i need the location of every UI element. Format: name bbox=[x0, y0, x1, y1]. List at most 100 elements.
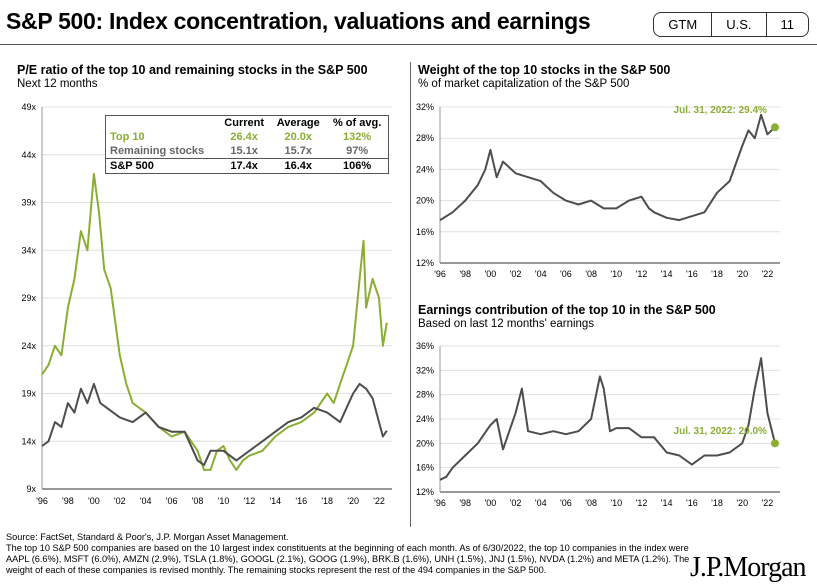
x-tick-label: '12 bbox=[636, 498, 648, 508]
x-tick-label: '00 bbox=[485, 269, 497, 279]
pe-summary-table: Current Average % of avg. Top 10 26.4x 20.0x… bbox=[105, 115, 389, 174]
x-tick-label: '06 bbox=[166, 496, 178, 506]
x-tick-label: '96 bbox=[36, 496, 48, 506]
badge-page: 11 bbox=[765, 13, 809, 36]
x-tick-label: '98 bbox=[62, 496, 74, 506]
x-tick-label: '98 bbox=[459, 498, 471, 508]
jpmorgan-logo: J.P.Morgan bbox=[690, 552, 807, 583]
col-average: Average bbox=[276, 117, 320, 129]
row-label: Remaining stocks bbox=[110, 145, 205, 157]
table-row: Remaining stocks 15.1x 15.7x 97% bbox=[106, 144, 388, 159]
y-tick-label: 29x bbox=[21, 293, 36, 303]
badge-group: GTM U.S. 11 bbox=[653, 12, 809, 37]
x-tick-label: '14 bbox=[661, 269, 673, 279]
latest-point-marker bbox=[770, 123, 779, 132]
cell-average: 15.7x bbox=[284, 145, 313, 157]
series-line-top-10 bbox=[41, 172, 388, 471]
page-title: S&P 500: Index concentration, valuations… bbox=[6, 8, 591, 34]
y-tick-label: 28% bbox=[416, 133, 434, 143]
chart1-subtitle: Next 12 months bbox=[17, 78, 98, 90]
x-tick-label: '08 bbox=[585, 269, 597, 279]
x-tick-label: '04 bbox=[535, 269, 547, 279]
series-line-earnings-contribution bbox=[439, 357, 776, 481]
x-tick-label: '14 bbox=[269, 496, 281, 506]
chart2-title: Weight of the top 10 stocks in the S&P 5… bbox=[418, 63, 671, 77]
cell-current: 15.1x bbox=[230, 145, 258, 157]
y-tick-label: 16% bbox=[416, 463, 434, 473]
table-row: Top 10 26.4x 20.0x 132% bbox=[106, 130, 388, 144]
x-tick-label: '18 bbox=[711, 498, 723, 508]
chart3-title: Earnings contribution of the top 10 in t… bbox=[418, 303, 716, 317]
footnote: Source: FactSet, Standard & Poor's, J.P.… bbox=[6, 532, 706, 576]
table-header-row: Current Average % of avg. bbox=[106, 116, 388, 130]
x-tick-label: '20 bbox=[736, 269, 748, 279]
x-tick-label: '98 bbox=[459, 269, 471, 279]
y-tick-label: 20% bbox=[416, 438, 434, 448]
y-tick-label: 49x bbox=[21, 102, 36, 112]
x-tick-label: '20 bbox=[736, 498, 748, 508]
x-tick-label: '96 bbox=[434, 498, 446, 508]
cell-current: 26.4x bbox=[230, 131, 258, 143]
x-tick-label: '08 bbox=[192, 496, 204, 506]
x-tick-label: '20 bbox=[347, 496, 359, 506]
cell-pct: 106% bbox=[343, 160, 372, 172]
x-tick-label: '12 bbox=[244, 496, 256, 506]
cell-average: 16.4x bbox=[284, 160, 313, 172]
y-tick-label: 39x bbox=[21, 198, 36, 208]
y-tick-label: 9x bbox=[26, 484, 36, 494]
x-tick-label: '16 bbox=[686, 498, 698, 508]
y-tick-label: 24% bbox=[416, 164, 434, 174]
row-label: S&P 500 bbox=[110, 160, 154, 172]
y-tick-label: 34x bbox=[21, 245, 36, 255]
latest-value-annotation: Jul. 31, 2022: 20.0% bbox=[674, 426, 768, 437]
cell-current: 17.4x bbox=[230, 160, 258, 172]
chart2-subtitle: % of market capitalization of the S&P 50… bbox=[418, 78, 630, 90]
source-note: Source: FactSet, Standard & Poor's, J.P.… bbox=[6, 532, 289, 542]
series-line-remaining-stocks bbox=[41, 382, 388, 467]
col-pct: % of avg. bbox=[332, 117, 382, 129]
x-tick-label: '10 bbox=[610, 498, 622, 508]
series-line-top-10-weight bbox=[439, 113, 776, 222]
x-tick-label: '10 bbox=[610, 269, 622, 279]
badge-gtm: GTM bbox=[668, 17, 698, 32]
header-divider bbox=[0, 44, 817, 45]
x-tick-label: '22 bbox=[762, 269, 774, 279]
methodology-note: The top 10 S&P 500 companies are based o… bbox=[6, 543, 690, 575]
x-tick-label: '96 bbox=[434, 269, 446, 279]
x-tick-label: '12 bbox=[636, 269, 648, 279]
x-tick-label: '06 bbox=[560, 269, 572, 279]
y-tick-label: 24% bbox=[416, 414, 434, 424]
latest-value-annotation: Jul. 31, 2022: 29.4% bbox=[674, 105, 768, 116]
x-tick-label: '16 bbox=[295, 496, 307, 506]
x-tick-label: '02 bbox=[114, 496, 126, 506]
y-tick-label: 32% bbox=[416, 102, 434, 112]
x-tick-label: '04 bbox=[535, 498, 547, 508]
cell-average: 20.0x bbox=[284, 131, 313, 143]
x-tick-label: '00 bbox=[88, 496, 100, 506]
col-current: Current bbox=[224, 117, 265, 129]
y-tick-label: 12% bbox=[416, 487, 434, 497]
x-tick-label: '08 bbox=[585, 498, 597, 508]
latest-point-marker bbox=[770, 439, 779, 448]
y-tick-label: 14x bbox=[21, 436, 36, 446]
row-label: Top 10 bbox=[110, 131, 145, 143]
cell-pct: 97% bbox=[346, 145, 369, 157]
x-tick-label: '02 bbox=[510, 498, 522, 508]
y-tick-label: 36% bbox=[416, 341, 434, 351]
x-tick-label: '16 bbox=[686, 269, 698, 279]
y-tick-label: 24x bbox=[21, 341, 36, 351]
x-tick-label: '10 bbox=[218, 496, 230, 506]
panel-divider bbox=[410, 62, 411, 527]
chart3-subtitle: Based on last 12 months' earnings bbox=[418, 318, 595, 330]
table-row: S&P 500 17.4x 16.4x 106% bbox=[106, 158, 388, 174]
x-tick-label: '06 bbox=[560, 498, 572, 508]
x-tick-label: '04 bbox=[140, 496, 152, 506]
y-tick-label: 20% bbox=[416, 196, 434, 206]
y-tick-label: 44x bbox=[21, 150, 36, 160]
y-tick-label: 28% bbox=[416, 390, 434, 400]
chart1-title: P/E ratio of the top 10 and remaining st… bbox=[17, 63, 368, 77]
x-tick-label: '18 bbox=[711, 269, 723, 279]
x-tick-label: '18 bbox=[321, 496, 333, 506]
y-tick-label: 12% bbox=[416, 258, 434, 268]
